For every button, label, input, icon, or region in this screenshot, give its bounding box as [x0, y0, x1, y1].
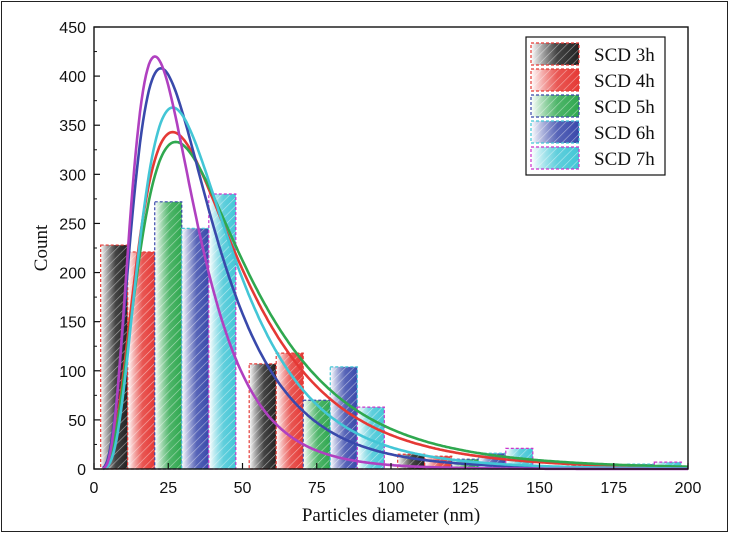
- y-tick-label: 50: [68, 413, 86, 430]
- bar-scd-6h-bin-1: [329, 366, 358, 470]
- legend-item: SCD 5h: [530, 94, 655, 118]
- legend-item: SCD 7h: [530, 146, 655, 170]
- legend-swatch: [530, 94, 580, 118]
- legend-label: SCD 6h: [594, 123, 655, 144]
- bar-scd-4h-bin-0: [127, 251, 156, 470]
- y-tick-label: 300: [59, 167, 86, 184]
- y-tick-label: 100: [59, 364, 86, 381]
- legend-swatch: [530, 120, 580, 144]
- y-tick-label: 350: [59, 118, 86, 135]
- legend-label: SCD 5h: [594, 97, 655, 118]
- x-tick-label: 125: [452, 480, 479, 497]
- y-tick-label: 0: [77, 462, 86, 479]
- bar-scd-3h-bin-1: [248, 363, 277, 470]
- bar-scd-5h-bin-0: [154, 201, 183, 470]
- legend-item: SCD 4h: [530, 68, 655, 92]
- x-tick-label: 100: [378, 480, 405, 497]
- bar-scd-5h-bin-1: [302, 399, 331, 470]
- y-tick-label: 450: [59, 20, 86, 37]
- legend-label: SCD 3h: [594, 45, 655, 66]
- bar-scd-7h-bin-0: [208, 193, 237, 470]
- legend-label: SCD 7h: [594, 149, 655, 170]
- x-tick-label: 200: [675, 480, 702, 497]
- x-tick-label: 75: [308, 480, 326, 497]
- fit-curve-1: [102, 140, 688, 470]
- legend-swatch: [530, 42, 580, 66]
- x-tick-label: 50: [234, 480, 252, 497]
- x-axis-title: Particles diameter (nm): [302, 505, 480, 526]
- y-tick-label: 250: [59, 216, 86, 233]
- y-tick-label: 150: [59, 315, 86, 332]
- bar-scd-6h-bin-0: [181, 227, 210, 470]
- x-tick-label: 175: [600, 480, 627, 497]
- y-axis-title: Count: [31, 224, 52, 271]
- axes-group: 0 25 50 75 100 125 150 175 200 0 50 100 150 200 250 300…: [59, 20, 701, 497]
- legend-item: SCD 6h: [530, 120, 655, 144]
- fit-curve-3: [102, 106, 688, 471]
- legend-swatch: [530, 146, 580, 170]
- x-tick-label: 25: [159, 480, 177, 497]
- y-tick-label: 400: [59, 69, 86, 86]
- legend: SCD 3h SCD 4h SCD 5h SCD 6h SCD 7h: [525, 36, 666, 176]
- bars-group: [100, 193, 682, 470]
- bar-scd-7h-bin-1: [356, 406, 385, 470]
- bar-scd-4h-bin-1: [275, 352, 304, 470]
- x-tick-label: 150: [526, 480, 553, 497]
- legend-label: SCD 4h: [594, 71, 655, 92]
- legend-swatch: [530, 68, 580, 92]
- legend-item: SCD 3h: [530, 42, 655, 66]
- y-tick-label: 200: [59, 266, 86, 283]
- x-tick-label: 0: [90, 480, 99, 497]
